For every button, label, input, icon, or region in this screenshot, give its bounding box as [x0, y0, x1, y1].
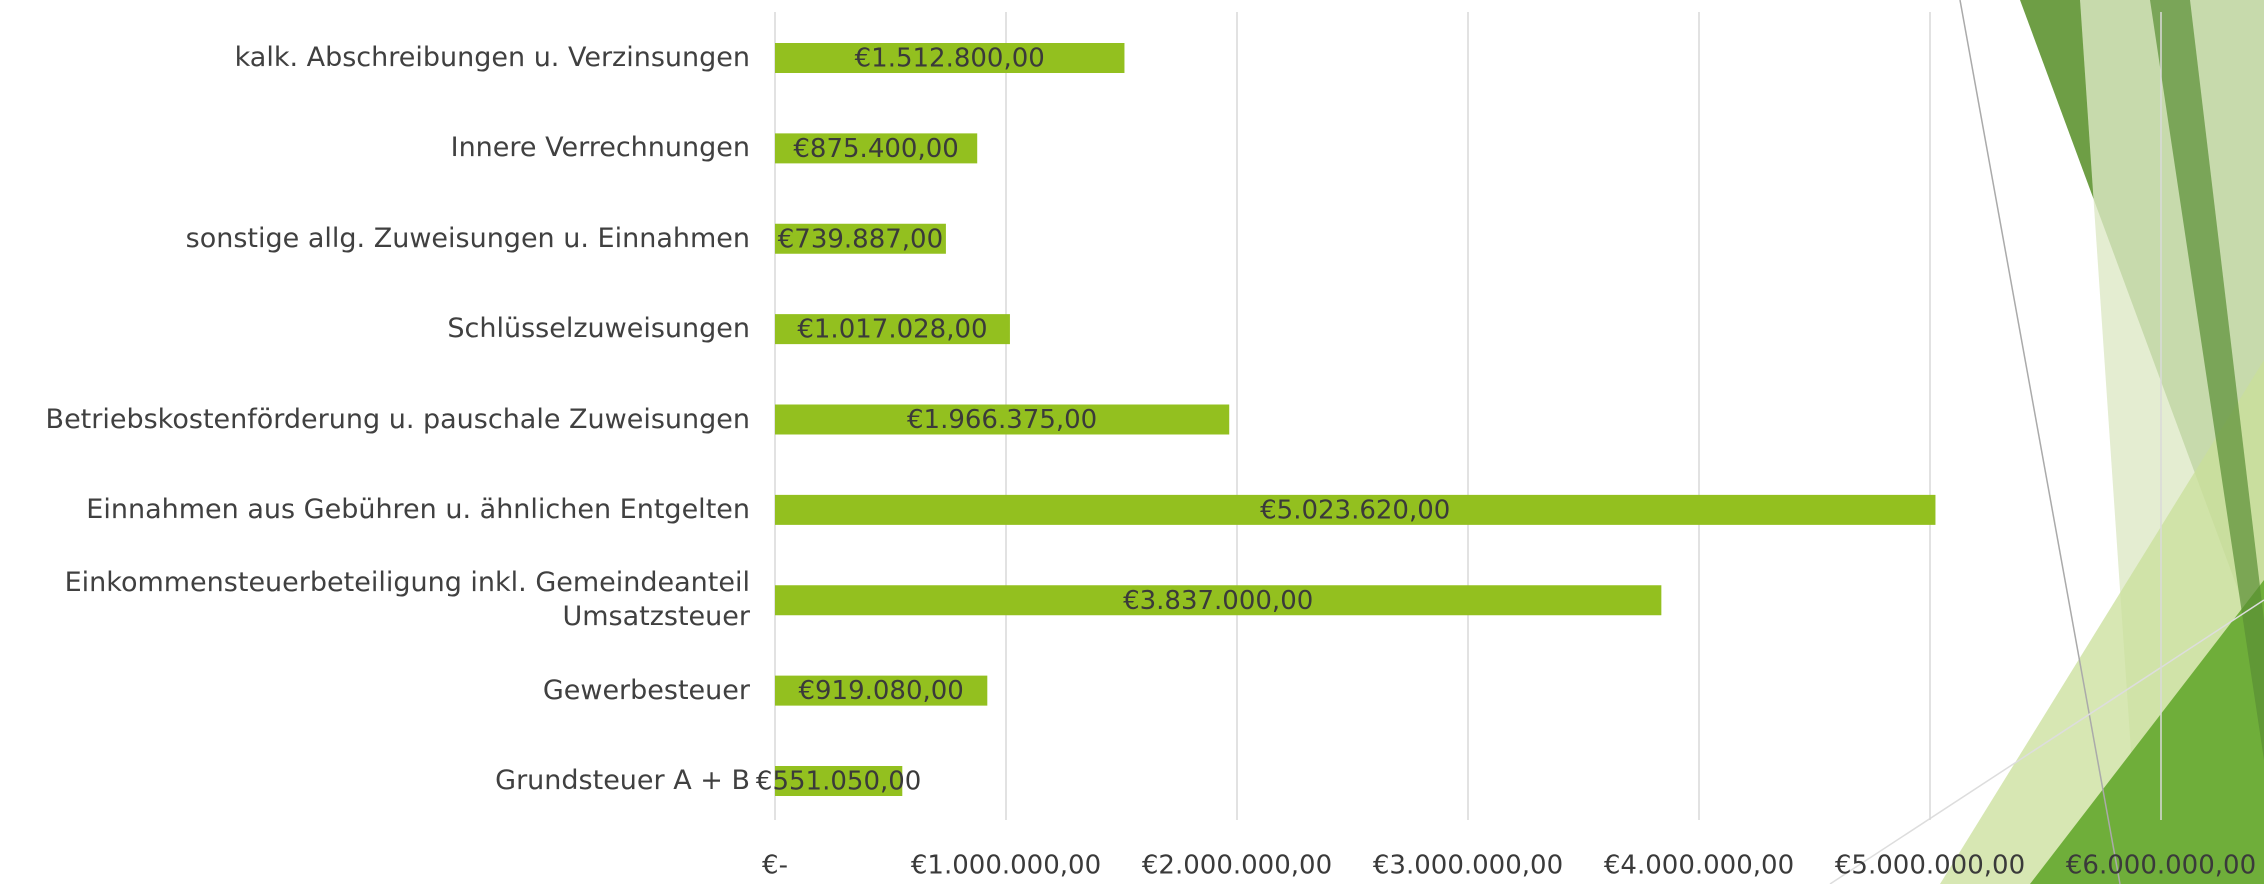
category-label: Einkommensteuerbeteiligung inkl. Gemeind…	[0, 566, 750, 634]
value-label: €919.080,00	[798, 676, 963, 706]
category-label: Schlüsselzuweisungen	[0, 312, 750, 346]
value-label: €1.512.800,00	[855, 44, 1045, 74]
category-label: Grundsteuer A + B	[0, 764, 750, 798]
category-label: sonstige allg. Zuweisungen u. Einnahmen	[0, 222, 750, 256]
value-label: €1.017.028,00	[797, 315, 987, 345]
x-tick-label: €1.000.000,00	[911, 851, 1101, 881]
x-tick-label: €3.000.000,00	[1373, 851, 1563, 881]
value-label: €739.887,00	[778, 224, 943, 254]
value-label: €5.023.620,00	[1260, 495, 1450, 525]
x-tick-label: €6.000.000,00	[2066, 851, 2256, 881]
value-label: €875.400,00	[793, 134, 958, 164]
page: €- €1.000.000,00 €2.000.000,00 €3.000.000,0…	[0, 0, 2264, 884]
category-label: Betriebskostenförderung u. pauschale Zuw…	[0, 403, 750, 437]
category-label: Gewerbesteuer	[0, 674, 750, 708]
value-label: €1.966.375,00	[907, 405, 1097, 435]
category-label: kalk. Abschreibungen u. Verzinsungen	[0, 41, 750, 75]
decoration	[1830, 0, 2264, 884]
x-tick-label: €2.000.000,00	[1142, 851, 1332, 881]
value-label: €551.050,00	[756, 767, 921, 797]
x-tick-label: €-	[762, 851, 788, 881]
category-label: Innere Verrechnungen	[0, 131, 750, 165]
x-tick-label: €4.000.000,00	[1604, 851, 1794, 881]
category-label: Einnahmen aus Gebühren u. ähnlichen Entg…	[0, 493, 750, 527]
x-tick-label: €5.000.000,00	[1835, 851, 2025, 881]
value-label: €3.837.000,00	[1123, 586, 1313, 616]
